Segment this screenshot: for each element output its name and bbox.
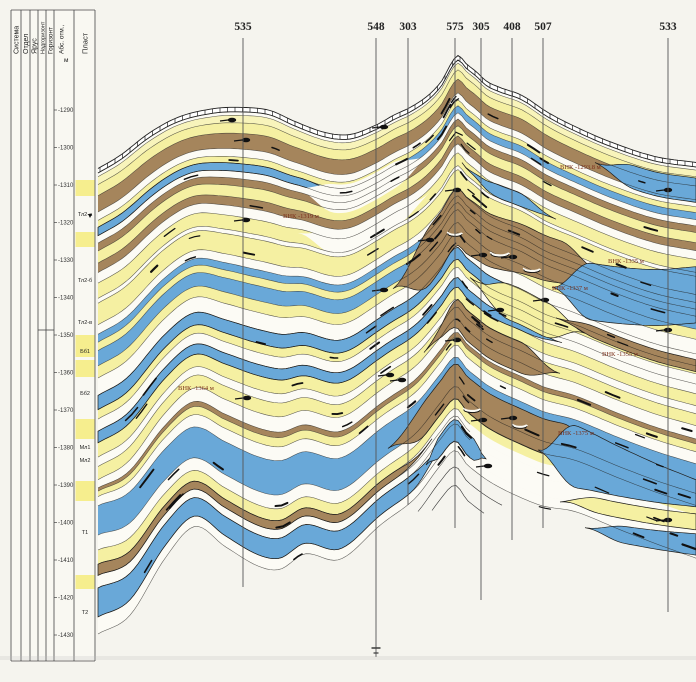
svg-text:Мл1: Мл1	[80, 445, 91, 451]
svg-text:-1420: -1420	[58, 596, 74, 602]
svg-text:Система: Система	[14, 26, 21, 54]
svg-text:ВНК -1319 м: ВНК -1319 м	[283, 213, 319, 220]
svg-text:ВНК -1337 м: ВНК -1337 м	[552, 285, 588, 292]
svg-text:Бб1: Бб1	[80, 349, 90, 355]
svg-text:Ярус: Ярус	[32, 38, 39, 54]
svg-text:-1370: -1370	[58, 408, 74, 414]
svg-text:-1380: -1380	[58, 446, 74, 452]
svg-text:-1410: -1410	[58, 558, 74, 564]
svg-text:ВНК -1355 м: ВНК -1355 м	[602, 351, 638, 358]
svg-text:Бб2: Бб2	[80, 391, 90, 397]
svg-text:ВНК -1364 м: ВНК -1364 м	[178, 385, 214, 392]
svg-text:м: м	[64, 57, 69, 64]
svg-text:Тл2-б: Тл2-б	[78, 278, 92, 284]
svg-text:535: 535	[234, 21, 252, 33]
svg-text:408: 408	[503, 21, 521, 33]
svg-text:Тл2-в: Тл2-в	[78, 320, 92, 326]
svg-text:-1360: -1360	[58, 371, 74, 377]
svg-text:305: 305	[472, 21, 490, 33]
svg-text:575: 575	[446, 21, 464, 33]
svg-text:Надгоризонт: Надгоризонт	[41, 21, 47, 54]
svg-text:-1310: -1310	[58, 183, 74, 189]
svg-text:Мл2: Мл2	[80, 458, 91, 464]
svg-text:Т1: Т1	[82, 530, 88, 536]
svg-text:-1330: -1330	[58, 258, 74, 264]
svg-text:-1430: -1430	[58, 633, 74, 639]
svg-text:303: 303	[399, 21, 417, 33]
svg-text:533: 533	[659, 21, 677, 33]
svg-text:-1390: -1390	[58, 483, 74, 489]
svg-text:Пласт: Пласт	[81, 32, 90, 54]
svg-text:548: 548	[367, 21, 385, 33]
svg-text:-1340: -1340	[58, 296, 74, 302]
svg-text:-1320: -1320	[58, 221, 74, 227]
svg-text:507: 507	[534, 21, 552, 33]
svg-text:-1300: -1300	[58, 146, 74, 152]
svg-text:Горизонт: Горизонт	[48, 27, 55, 54]
svg-text:Тл2-а: Тл2-а	[78, 212, 93, 218]
svg-text:-1400: -1400	[58, 521, 74, 527]
svg-text:ВНК -1335 м: ВНК -1335 м	[608, 258, 644, 265]
svg-text:-1350: -1350	[58, 333, 74, 339]
svg-text:Отдел: Отдел	[23, 34, 30, 54]
svg-text:ВНК -1293.8 м: ВНК -1293.8 м	[560, 164, 601, 171]
svg-text:Т2: Т2	[82, 610, 88, 616]
svg-text:ВНК -1375 м: ВНК -1375 м	[558, 430, 594, 437]
svg-text:Абс. отм.,: Абс. отм.,	[58, 24, 66, 54]
svg-text:-1290: -1290	[58, 108, 74, 114]
